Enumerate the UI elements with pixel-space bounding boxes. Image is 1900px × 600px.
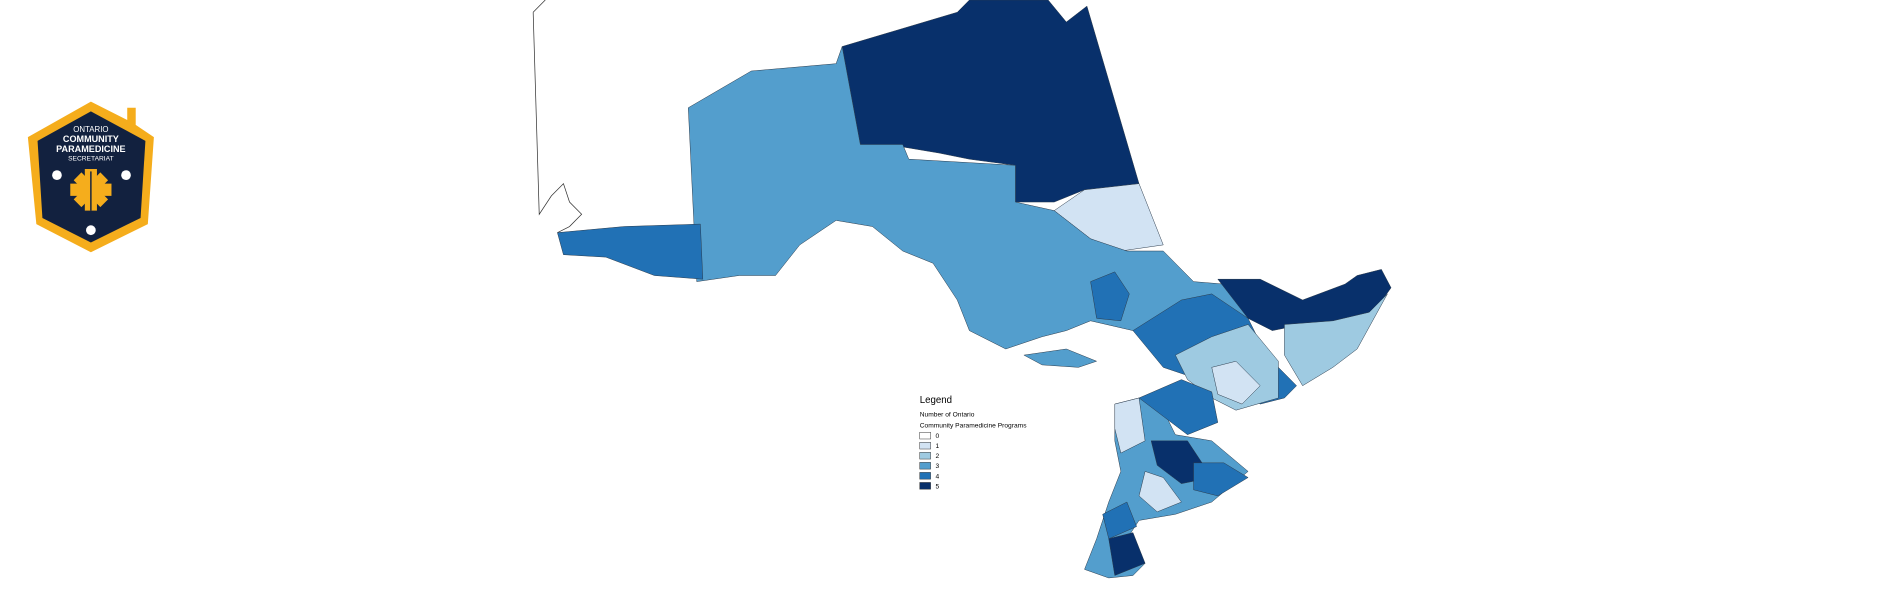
region (1114, 397, 1146, 454)
logo-text: SECRETARIAT (68, 155, 114, 162)
region (841, 0, 1140, 203)
region (1211, 360, 1261, 405)
legend-swatch (919, 462, 931, 470)
region (1217, 269, 1392, 331)
legend-swatch (919, 442, 931, 450)
legend-label: 2 (935, 453, 939, 460)
legend-label: 4 (935, 473, 939, 480)
region (557, 223, 704, 280)
logo-text: COMMUNITY (63, 134, 119, 144)
region (1108, 532, 1146, 576)
legend-title: Legend (920, 395, 952, 406)
region (1138, 471, 1182, 513)
region (1102, 501, 1137, 540)
legend-label: 3 (935, 463, 939, 470)
map (532, 0, 1392, 579)
legend-swatch (919, 432, 931, 440)
legend-label: 1 (935, 443, 939, 450)
region (1193, 462, 1249, 497)
legend-swatch (919, 452, 931, 460)
logo-text: ONTARIO (73, 125, 108, 134)
region (1138, 379, 1219, 435)
trillium (52, 170, 62, 180)
logo-text: PARAMEDICINE (56, 144, 125, 154)
region (1284, 293, 1388, 387)
legend: Legend Number of Ontario Community Param… (919, 395, 1027, 490)
legend-subtitle: Community Paramedicine Programs (920, 422, 1027, 429)
legend-swatch (919, 472, 931, 480)
region (1090, 271, 1130, 322)
legend-swatch (919, 482, 931, 490)
trillium (121, 170, 131, 180)
region (1023, 348, 1098, 368)
northwest-border (532, 0, 583, 233)
legend-label: 5 (935, 483, 939, 490)
legend-label: 0 (935, 433, 939, 440)
legend-subtitle: Number of Ontario (920, 411, 975, 418)
trillium (86, 225, 96, 236)
logo: ONTARIO COMMUNITY PARAMEDICINE SECRETARI… (27, 101, 154, 253)
